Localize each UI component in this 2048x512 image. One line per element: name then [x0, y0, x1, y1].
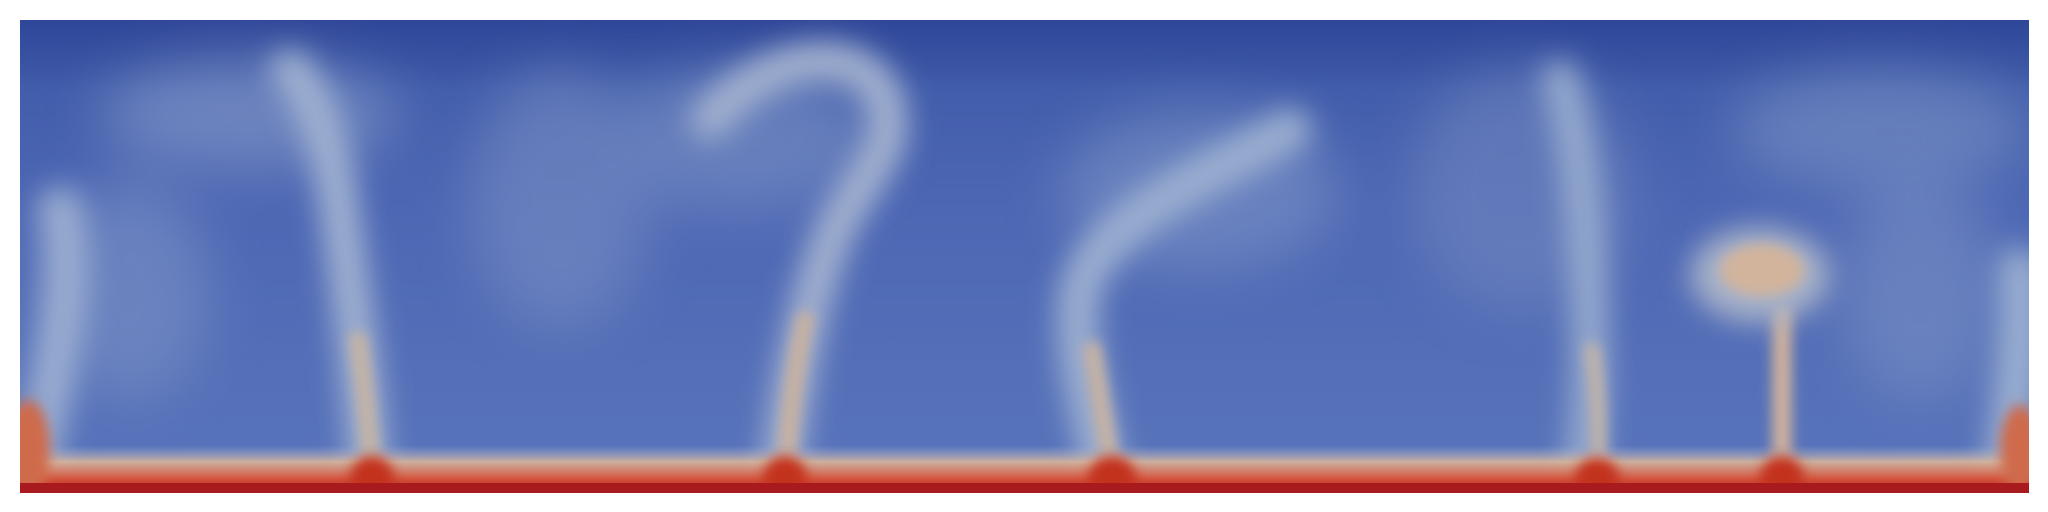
bottom-hot-edge: [20, 483, 2029, 493]
temperature-field-plot: [20, 20, 2029, 493]
convection-field-panel: [20, 20, 2029, 493]
mushroom-thermal: [1690, 227, 1830, 323]
